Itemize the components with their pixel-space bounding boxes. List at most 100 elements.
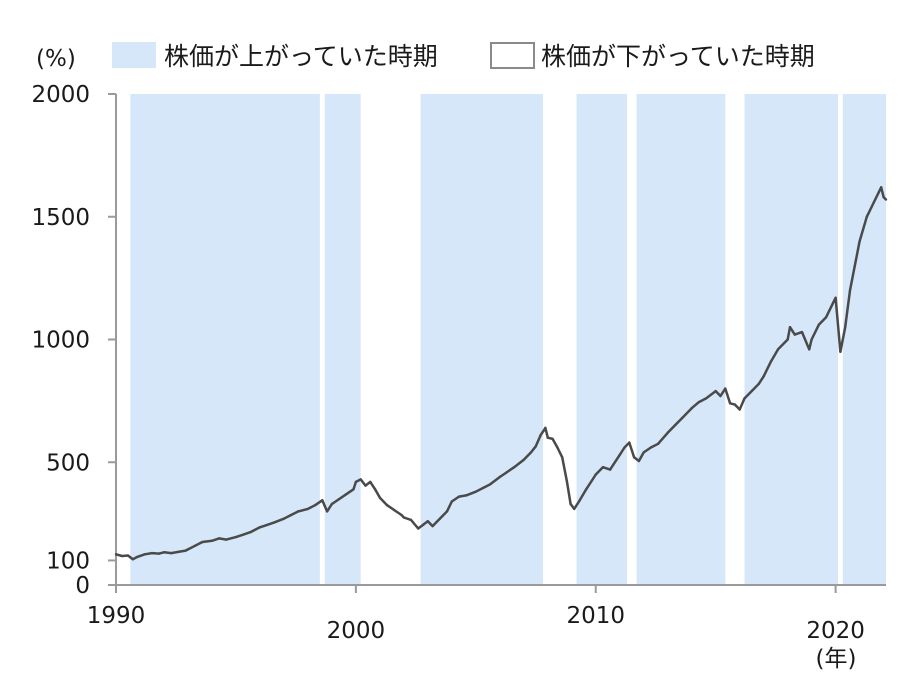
data-point-92 (714, 389, 717, 393)
data-point-31 (330, 502, 334, 506)
data-point-118 (858, 240, 861, 243)
x-tick-label-2020: 2020 (806, 618, 865, 644)
data-point-93 (719, 394, 722, 398)
data-point-90 (697, 400, 701, 404)
data-point-14 (201, 540, 204, 544)
rising-period-band-2 (420, 94, 543, 585)
data-point-81 (632, 456, 636, 459)
data-point-63 (534, 445, 537, 448)
data-point-28 (313, 504, 317, 507)
data-point-25 (289, 513, 293, 517)
data-point-29 (321, 499, 324, 502)
data-point-46 (417, 527, 420, 530)
data-point-22 (265, 523, 269, 527)
data-point-56 (481, 486, 485, 490)
data-point-70 (565, 480, 569, 484)
data-point-1 (120, 554, 124, 558)
y-tick-label-1000: 1000 (31, 328, 90, 354)
data-point-40 (378, 496, 382, 500)
data-point-124 (884, 198, 888, 201)
data-point-13 (193, 544, 197, 547)
data-point-39 (373, 488, 377, 491)
data-point-10 (177, 550, 180, 554)
data-point-41 (385, 504, 389, 507)
data-point-94 (724, 387, 727, 390)
data-point-84 (649, 446, 653, 449)
data-point-80 (628, 441, 631, 444)
legend-swatch-rising (112, 42, 156, 68)
data-point-18 (234, 535, 238, 539)
data-point-8 (162, 551, 166, 554)
data-point-69 (560, 456, 564, 459)
data-point-65 (544, 426, 547, 430)
data-point-108 (808, 348, 811, 351)
data-point-105 (788, 326, 792, 329)
data-point-71 (569, 502, 572, 506)
data-point-117 (853, 264, 857, 268)
data-point-19 (241, 533, 245, 536)
y-tick-label-1500: 1500 (31, 205, 90, 231)
y-axis-unit-label: (%) (36, 46, 76, 72)
data-point-64 (539, 434, 542, 437)
rising-period-band-6 (842, 94, 886, 585)
y-tick-label-500: 500 (46, 450, 90, 476)
data-point-107 (800, 330, 804, 334)
data-point-73 (577, 500, 581, 503)
data-point-99 (750, 389, 753, 393)
data-point-30 (325, 510, 329, 513)
data-point-2 (126, 554, 130, 557)
data-point-62 (529, 451, 533, 454)
data-point-104 (786, 338, 789, 341)
rising-period-bands (130, 94, 886, 585)
data-point-114 (839, 350, 842, 353)
price-line-layer (114, 186, 888, 561)
data-point-11 (184, 549, 187, 552)
data-point-101 (762, 375, 765, 378)
data-point-5 (143, 553, 146, 556)
data-point-115 (844, 326, 847, 329)
data-point-112 (832, 301, 835, 304)
data-point-21 (258, 526, 262, 529)
data-point-116 (848, 289, 852, 292)
legend-label-falling: 株価が下がっていた時期 (541, 42, 815, 71)
data-point-103 (776, 348, 780, 351)
data-point-100 (757, 382, 761, 385)
x-tick-label-1990: 1990 (87, 603, 146, 629)
data-point-38 (369, 480, 372, 484)
data-point-97 (738, 408, 741, 411)
data-point-58 (498, 475, 502, 479)
data-point-83 (642, 451, 645, 454)
legend: (%) 株価が上がっていた時期 株価が下がっていた時期 (36, 42, 815, 72)
data-point-24 (282, 517, 286, 520)
data-point-120 (872, 200, 876, 204)
data-point-47 (421, 523, 425, 527)
data-point-66 (546, 436, 549, 439)
data-point-77 (608, 468, 612, 471)
x-tick-label-2000: 2000 (327, 618, 386, 644)
data-point-86 (666, 431, 669, 434)
data-point-59 (505, 470, 509, 474)
data-point-27 (306, 507, 310, 511)
data-point-51 (445, 510, 449, 513)
data-point-48 (426, 519, 430, 523)
axes (108, 94, 886, 593)
data-point-23 (273, 521, 276, 524)
rising-period-band-4 (636, 94, 726, 585)
data-point-52 (450, 500, 454, 503)
data-point-36 (359, 478, 362, 481)
y-tick-label-0: 0 (75, 573, 90, 599)
data-point-20 (249, 531, 252, 534)
data-point-122 (880, 186, 883, 189)
data-point-43 (400, 513, 403, 517)
data-point-78 (618, 453, 621, 457)
data-point-67 (551, 437, 554, 441)
data-point-111 (824, 316, 828, 319)
data-point-102 (769, 360, 773, 363)
data-point-0 (114, 553, 118, 556)
data-point-68 (556, 446, 559, 449)
data-point-121 (877, 191, 881, 194)
data-point-55 (474, 490, 478, 493)
data-point-75 (594, 473, 597, 476)
